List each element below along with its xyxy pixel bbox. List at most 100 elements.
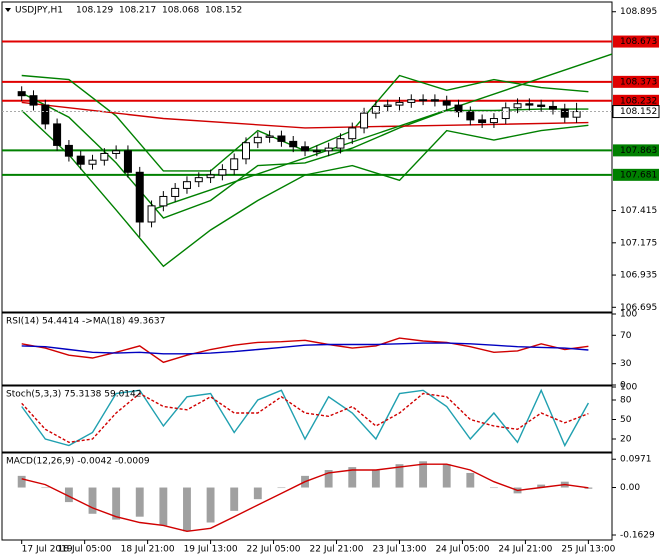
x-tick-label: 25 Jul 13:00 — [561, 545, 615, 555]
candle-body — [501, 107, 510, 120]
level-tag — [613, 94, 659, 107]
histogram-bar — [64, 487, 73, 503]
candle-body — [64, 144, 73, 157]
histogram-bar — [253, 487, 262, 500]
histogram-bar — [395, 464, 404, 488]
candle-body — [135, 171, 144, 223]
y-tick-label: 100 — [620, 310, 637, 320]
panel-frame — [1, 312, 613, 386]
candle-body — [324, 147, 333, 152]
candle-body — [194, 177, 203, 183]
x-tick-label: 19 Jul 13:00 — [184, 545, 238, 555]
y-tick-label: 0 — [620, 381, 626, 391]
histogram-bar — [88, 487, 97, 514]
candle-body — [312, 150, 321, 153]
level-tag — [613, 144, 659, 157]
candle-body — [265, 135, 274, 138]
histogram-bar — [112, 487, 121, 520]
candle-body — [383, 104, 392, 107]
histogram-bar — [419, 461, 428, 488]
y-tick-label: 100 — [620, 383, 637, 393]
histogram-bar — [277, 487, 286, 489]
histogram-bar — [466, 472, 475, 488]
header-value: 108.129 — [76, 6, 113, 16]
panel-title: RSI(14) 54.4414 ->MA(18) 49.3637 — [6, 317, 165, 327]
candle-body — [289, 140, 298, 148]
y-tick-label: -0.1629 — [620, 531, 655, 541]
y-tick-label: 107.175 — [620, 238, 657, 248]
x-tick-label: 22 Jul 21:00 — [310, 545, 364, 555]
level-tag — [613, 35, 659, 48]
candle-body — [159, 195, 168, 207]
candle-body — [277, 135, 286, 142]
header-value: 108.068 — [162, 6, 199, 16]
y-tick-label: 106.935 — [620, 271, 657, 281]
histogram-bar — [348, 467, 357, 488]
candle-body — [41, 104, 50, 125]
panel-title: MACD(12,26,9) -0.0042 -0.0009 — [6, 457, 150, 467]
candle-body — [371, 105, 380, 114]
candle-body — [489, 118, 498, 124]
histogram-bar — [206, 487, 215, 523]
last-price-tag — [612, 105, 660, 119]
histogram-bar — [490, 487, 498, 489]
menu-arrow — [5, 8, 11, 12]
y-tick-label: 107.415 — [620, 206, 657, 216]
histogram-bar — [17, 475, 26, 488]
indicator-line — [21, 342, 589, 355]
histogram-bar — [584, 487, 593, 489]
candle-body — [537, 104, 546, 107]
y-tick-label: 108.895 — [620, 7, 657, 17]
candle-body — [88, 159, 97, 165]
candle-body — [123, 150, 132, 173]
indicator-line — [21, 92, 589, 219]
candle-body — [466, 111, 475, 121]
candle-body — [336, 138, 345, 149]
x-tick-label: 17 Jul 2019 — [22, 545, 73, 555]
histogram-bar — [41, 487, 50, 489]
header-value: 108.217 — [119, 6, 156, 16]
candle-body — [171, 187, 180, 197]
panel-title: Stoch(5,3,3) 75.3138 59.0142 — [6, 390, 141, 400]
candle-body — [348, 127, 357, 140]
histogram-bar — [537, 484, 546, 488]
histogram-bar — [371, 470, 380, 488]
histogram-bar — [135, 487, 144, 517]
y-tick-label: 70 — [620, 331, 632, 341]
histogram-bar — [183, 487, 191, 532]
candle-body — [53, 123, 62, 146]
level-label: 108.673 — [620, 37, 657, 47]
x-tick-label: 24 Jul 21:00 — [498, 545, 552, 555]
candle-body — [76, 155, 85, 165]
indicator-line — [21, 392, 589, 444]
histogram-bar — [159, 487, 168, 526]
histogram-bar — [442, 464, 451, 488]
candle-body — [513, 103, 522, 109]
indicator-line — [21, 109, 589, 268]
y-tick-label: 80 — [620, 396, 632, 406]
x-tick-label: 23 Jul 13:00 — [372, 545, 426, 555]
candle-body — [548, 105, 557, 110]
candle-body — [572, 111, 581, 118]
y-tick-label: 0.00 — [620, 483, 640, 493]
candle-body — [230, 158, 239, 171]
indicator-line — [21, 388, 590, 448]
candle-body — [478, 119, 487, 124]
candle-body — [442, 100, 451, 106]
indicator-line — [21, 337, 589, 364]
panel-frame — [1, 452, 613, 541]
panel-frame — [1, 1, 613, 313]
x-tick-label: 22 Jul 05:00 — [247, 545, 301, 555]
level-label: 107.681 — [620, 170, 657, 180]
level-tag — [613, 75, 659, 88]
indicator-line — [21, 463, 589, 533]
x-tick-label: 18 Jul 05:00 — [58, 545, 112, 555]
y-tick-label: 0.0971 — [620, 455, 652, 465]
indicator-line — [155, 53, 613, 210]
x-tick-label: 18 Jul 21:00 — [121, 545, 175, 555]
candle-body — [407, 99, 416, 103]
histogram-bar — [230, 487, 239, 511]
candle-body — [242, 142, 250, 160]
candle-body — [253, 136, 262, 144]
